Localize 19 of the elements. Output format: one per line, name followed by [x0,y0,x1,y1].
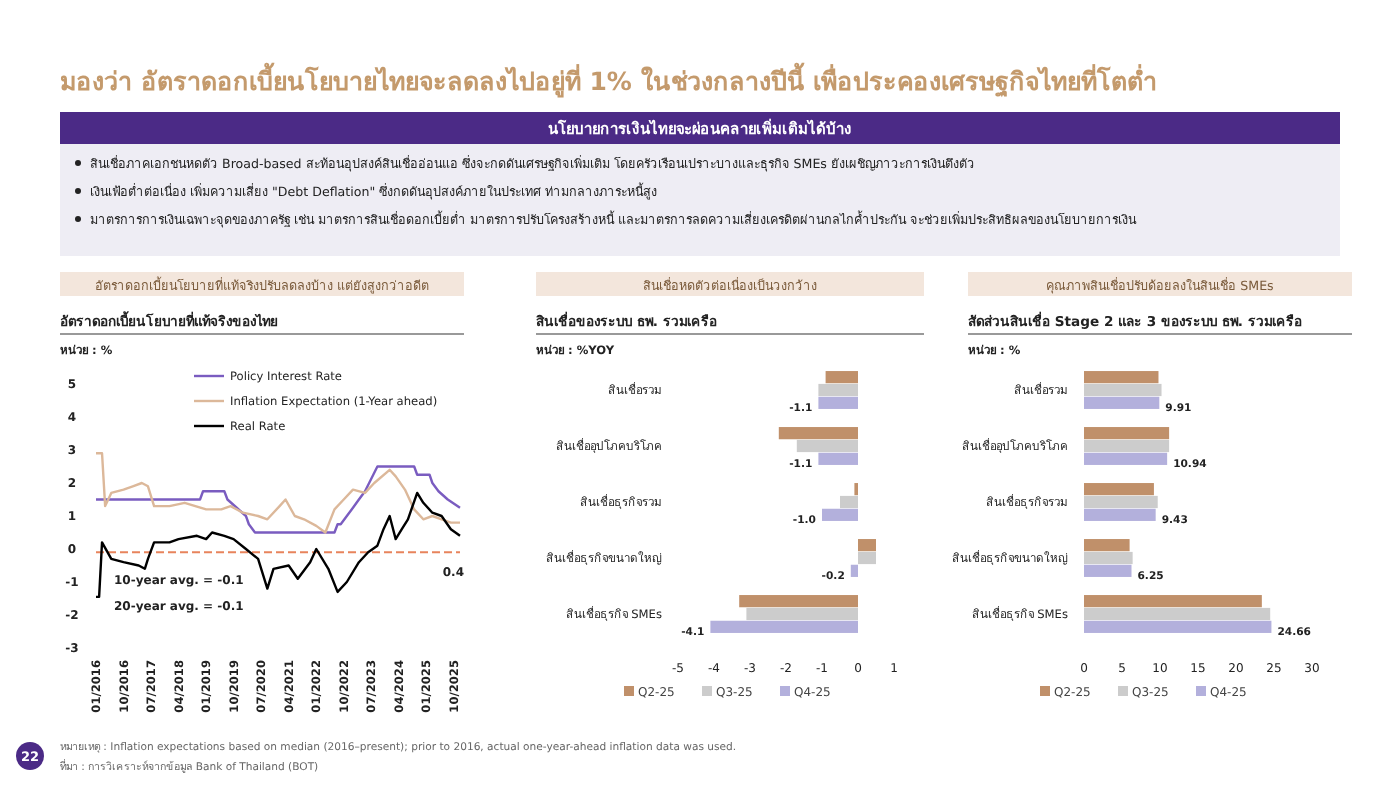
bar [1084,539,1130,552]
bar [1084,427,1170,440]
bar [1084,595,1262,608]
bar [1084,383,1162,397]
line-series [94,491,462,599]
line-series [94,452,462,534]
bar [1084,607,1271,621]
bar [1084,439,1170,453]
bar [1084,620,1272,633]
text: มองว่า อัตราดอกเบี้ยนโยบายไทยจะลดลงไปอยู่ที่ 1% ในช่วงกลางปีนี้ เพื่อประคองเศรษฐกิจไทยที่โตต่ำ [60,62,1158,98]
bar [1084,508,1156,521]
bar [1084,371,1159,384]
bar [1084,495,1158,509]
bar [1084,564,1132,577]
bar [1084,551,1133,565]
line-series [94,465,462,534]
bar [1084,452,1168,465]
bar [1084,483,1154,496]
bar [1084,396,1160,409]
